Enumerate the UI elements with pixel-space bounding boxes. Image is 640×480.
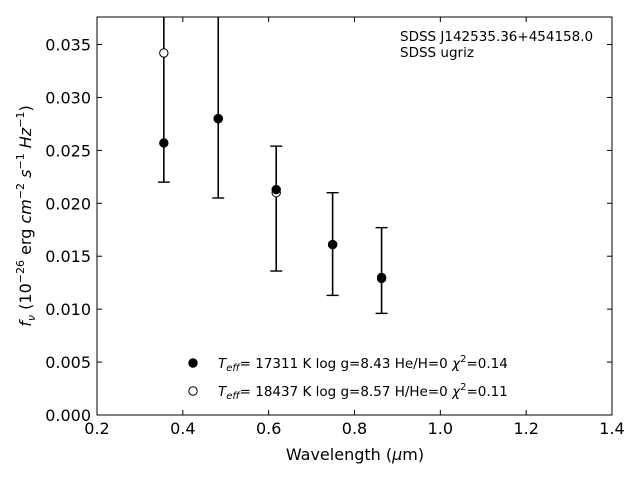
y-tick-label: 0.000 — [45, 406, 91, 425]
y-tick-label: 0.005 — [45, 353, 91, 372]
x-axis-label: Wavelength (μm) — [286, 445, 424, 464]
y-tick-label: 0.025 — [45, 141, 91, 160]
x-tick-label: 0.6 — [256, 419, 281, 438]
legend-label-1: Teff= 17311 K log g=8.43 He/H=0 χ2=0.14 — [218, 354, 508, 374]
x-tick-label: 1.4 — [599, 419, 624, 438]
y-tick-labels: 0.000 0.005 0.010 0.015 0.020 0.025 0.030 0.035 — [45, 36, 91, 425]
y-tick-label: 0.015 — [45, 247, 91, 266]
filled-circle-point — [376, 272, 387, 283]
x-tick-label: 0.8 — [342, 419, 367, 438]
filled-circle-point — [327, 239, 338, 250]
x-tick-label: 1.2 — [513, 419, 538, 438]
y-tick-label: 0.035 — [45, 36, 91, 55]
x-tick-labels: 0.2 0.4 0.6 0.8 1.0 1.2 1.4 — [84, 419, 624, 438]
filters-annotation: SDSS ugriz — [400, 45, 474, 61]
legend-label-2: Teff= 18437 K log g=8.57 H/He=0 χ2=0.11 — [218, 382, 508, 402]
legend-marker-open — [188, 386, 198, 396]
open-circle-point — [159, 48, 169, 58]
data-markers — [159, 48, 387, 284]
filled-circle-point — [213, 113, 223, 124]
x-tick-label: 1.0 — [428, 419, 453, 438]
axis-ticks — [96, 17, 613, 416]
y-tick-label: 0.030 — [45, 88, 91, 107]
legend: Teff= 17311 K log g=8.43 He/H=0 χ2=0.14 … — [188, 354, 508, 402]
y-tick-label: 0.020 — [45, 194, 91, 213]
y-axis-label: fν (10−26 erg cm−2 s−1 Hz−1) — [14, 105, 38, 326]
y-tick-label: 0.010 — [45, 300, 91, 319]
object-name-annotation: SDSS J142535.36+454158.0 — [400, 29, 593, 45]
x-tick-label: 0.4 — [170, 419, 195, 438]
legend-marker-filled — [188, 358, 198, 368]
filled-circle-point — [271, 184, 281, 195]
x-tick-label: 0.2 — [84, 419, 109, 438]
filled-circle-point — [159, 138, 169, 148]
error-bars — [157, 17, 388, 315]
